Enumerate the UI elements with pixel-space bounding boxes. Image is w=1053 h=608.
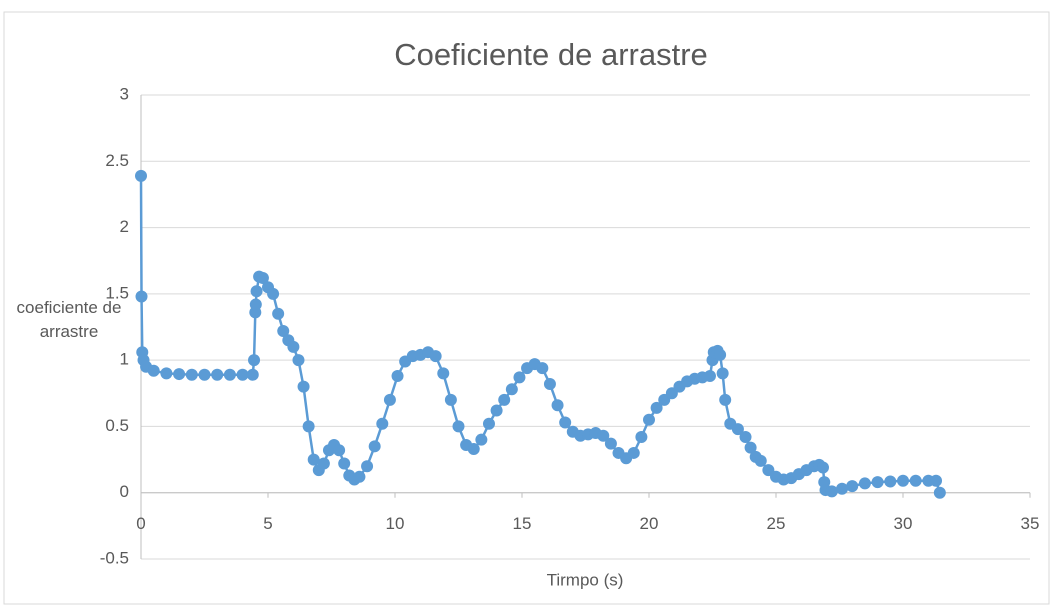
y-tick-label: 1.5 [105, 283, 129, 302]
data-point [825, 485, 838, 498]
data-point [505, 383, 518, 396]
chart-border [3, 11, 1050, 605]
data-point [543, 378, 556, 391]
data-point [643, 413, 655, 426]
data-point [236, 368, 249, 381]
data-point [604, 437, 617, 450]
data-point [250, 285, 263, 298]
x-tick-label: 35 [1021, 514, 1040, 533]
data-point [361, 460, 374, 473]
x-tick-label: 20 [640, 514, 659, 533]
data-point [198, 368, 211, 381]
data-point [383, 393, 396, 406]
data-point [338, 457, 351, 470]
data-point [650, 401, 663, 414]
data-point [836, 482, 849, 495]
data-point [185, 368, 198, 381]
data-point [754, 454, 767, 467]
data-point [256, 271, 269, 284]
data-point [846, 480, 859, 493]
x-tick-label: 10 [386, 514, 405, 533]
data-point [249, 298, 262, 311]
data-point [267, 287, 280, 300]
data-point [147, 364, 160, 377]
data-point [135, 290, 148, 303]
x-axis-label: Tirmpo (s) [547, 570, 624, 589]
y-tick-label: 0.5 [105, 416, 129, 435]
x-tick-label: 30 [894, 514, 913, 533]
data-point [444, 393, 457, 406]
y-tick-label: 2 [120, 217, 129, 236]
data-point [719, 393, 732, 406]
data-point [897, 474, 909, 487]
data-point [437, 367, 450, 380]
data-point [135, 169, 147, 182]
data-point [452, 420, 465, 433]
data-point [930, 474, 943, 487]
data-point [272, 307, 285, 320]
data-point [559, 416, 572, 429]
data-point [376, 417, 389, 430]
y-tick-label: -0.5 [100, 548, 129, 567]
data-point [731, 423, 744, 436]
data-point [536, 362, 549, 375]
data-point [223, 368, 236, 381]
data-point [246, 368, 259, 381]
y-tick-label: 2.5 [105, 151, 129, 170]
data-point [297, 380, 310, 393]
data-point [933, 486, 946, 499]
data-point [307, 453, 320, 466]
y-tick-label: 1 [120, 350, 129, 369]
x-tick-label: 0 [136, 514, 145, 533]
data-point [248, 354, 261, 367]
data-point [627, 446, 640, 459]
x-tick-label: 5 [263, 514, 272, 533]
data-point [333, 444, 346, 457]
data-point [884, 475, 897, 488]
data-point [714, 348, 727, 361]
data-point [353, 470, 366, 483]
data-point [635, 431, 648, 444]
data-point [160, 367, 173, 380]
data-point [716, 367, 729, 380]
data-point [467, 442, 480, 455]
data-point [317, 457, 330, 470]
data-point [292, 354, 305, 367]
chart-title: Coeficiente de arrastre [394, 37, 708, 72]
data-point [490, 404, 503, 417]
data-point [391, 370, 404, 383]
data-point [703, 370, 716, 383]
data-point [513, 371, 526, 384]
data-point [551, 399, 564, 412]
data-point [277, 324, 290, 337]
data-point [498, 393, 511, 406]
data-point [429, 350, 442, 363]
y-tick-label: 0 [120, 482, 129, 501]
data-point [368, 440, 381, 453]
data-point [302, 420, 315, 433]
data-point [858, 477, 871, 490]
data-point [287, 340, 300, 353]
y-axis-label: coeficiente de arrastre [16, 298, 122, 341]
data-point [482, 417, 495, 430]
y-tick-label: 3 [120, 84, 129, 103]
x-tick-label: 25 [767, 514, 786, 533]
data-point [211, 368, 224, 381]
data-point [871, 476, 884, 489]
data-point [739, 431, 752, 444]
x-tick-label: 15 [513, 514, 532, 533]
data-point [816, 461, 829, 474]
data-point [909, 474, 922, 487]
data-point [475, 433, 488, 446]
series-line [139, 175, 942, 494]
data-point [173, 368, 186, 381]
data-point [597, 429, 610, 442]
data-point [744, 441, 757, 454]
